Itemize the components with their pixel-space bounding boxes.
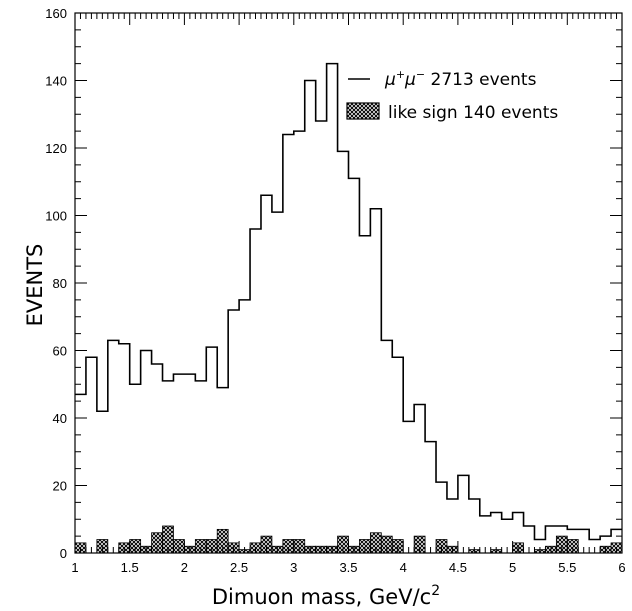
x-axis-title-main: Dimuon mass, GeV/c: [212, 585, 431, 609]
x-tick-label: 1: [71, 560, 78, 575]
y-tick-label: 40: [53, 411, 67, 426]
y-tick-label: 100: [45, 209, 67, 224]
y-tick-label: 60: [53, 344, 67, 359]
axes: 0 20 40 60 80 100 120 140 160 1 1.5 2 2.5 3 3.5 4 4.5 5 5.…: [45, 6, 625, 575]
x-tick-label: 5: [509, 560, 516, 575]
plot-frame: [74, 12, 623, 554]
legend: μ+μ− 2713 events like sign 140 events: [346, 68, 558, 123]
x-tick-label: 3: [290, 560, 297, 575]
x-tick-label: 3.5: [339, 560, 357, 575]
x-tick-label: 4: [400, 560, 407, 575]
opposite-sign-histogram-line: [75, 62, 622, 541]
y-tick-label: 80: [53, 276, 67, 291]
y-tick-label: 160: [45, 6, 67, 21]
y-tick-label: 20: [53, 479, 67, 494]
y-tick-label: 140: [45, 74, 67, 89]
x-tick-label: 2.5: [230, 560, 248, 575]
x-tick-label: 2: [181, 560, 188, 575]
y-tick-label: 0: [60, 546, 67, 561]
legend-hatch-symbol: [346, 102, 380, 120]
x-tick-label: 5.5: [558, 560, 576, 575]
x-axis-title-superscript: 2: [431, 583, 440, 599]
x-tick-label: 4.5: [449, 560, 467, 575]
y-axis-title: EVENTS: [23, 244, 47, 327]
legend-label-like-sign: like sign 140 events: [388, 103, 558, 123]
y-tick-label: 120: [45, 141, 67, 156]
x-axis-title: Dimuon mass, GeV/c2: [212, 583, 440, 609]
x-tick-label: 1.5: [121, 560, 139, 575]
legend-label-opposite-sign: μ+μ− 2713 events: [384, 68, 537, 90]
plot-area: [74, 62, 623, 554]
x-tick-label: 6: [618, 560, 625, 575]
